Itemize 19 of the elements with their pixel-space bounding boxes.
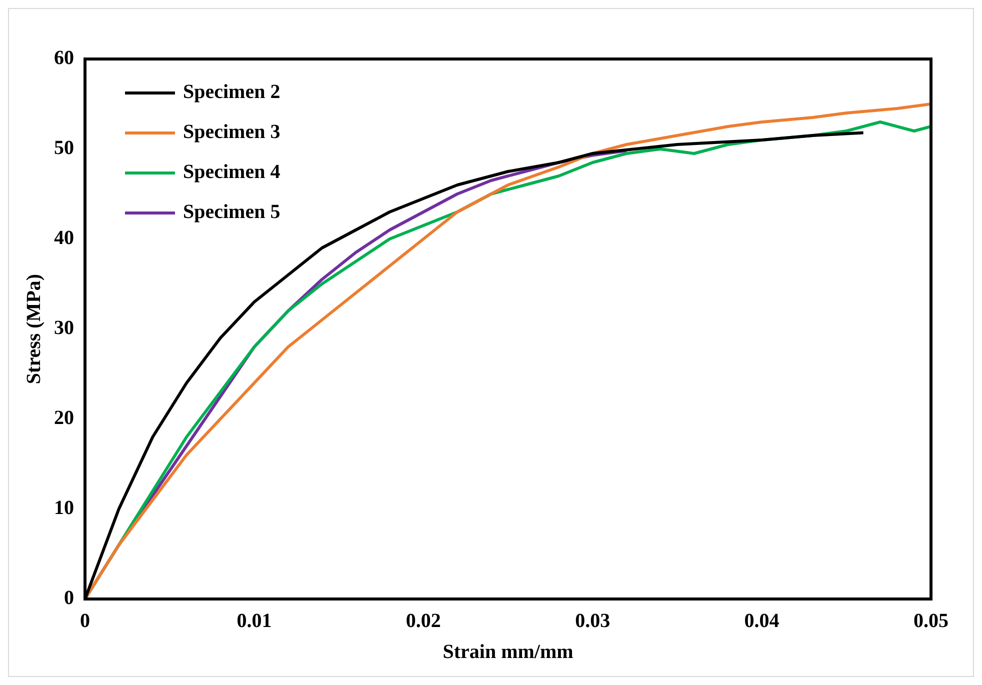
y-tick-label: 10 — [54, 497, 74, 520]
y-tick-label: 20 — [54, 407, 74, 430]
x-tick-label: 0.02 — [406, 610, 441, 632]
y-tick-label: 60 — [54, 47, 74, 70]
x-tick-label: 0 — [80, 610, 90, 632]
y-tick-label: 40 — [54, 227, 74, 250]
y-tick-label: 0 — [64, 587, 74, 610]
legend-label: Specimen 4 — [183, 161, 280, 184]
legend-label: Specimen 5 — [183, 201, 280, 224]
x-axis-title: Strain mm/mm — [442, 641, 574, 664]
x-tick-label: 0.05 — [914, 610, 948, 632]
legend-label: Specimen 2 — [183, 81, 280, 104]
x-tick-label: 0.01 — [236, 610, 272, 632]
x-tick-label: 0.03 — [575, 610, 610, 632]
y-tick-label: 30 — [54, 317, 74, 340]
legend-label: Specimen 3 — [183, 121, 280, 144]
y-axis-title: Stress (MPa) — [23, 274, 46, 384]
y-tick-label: 50 — [54, 137, 74, 160]
x-tick-label: 0.04 — [744, 610, 780, 632]
